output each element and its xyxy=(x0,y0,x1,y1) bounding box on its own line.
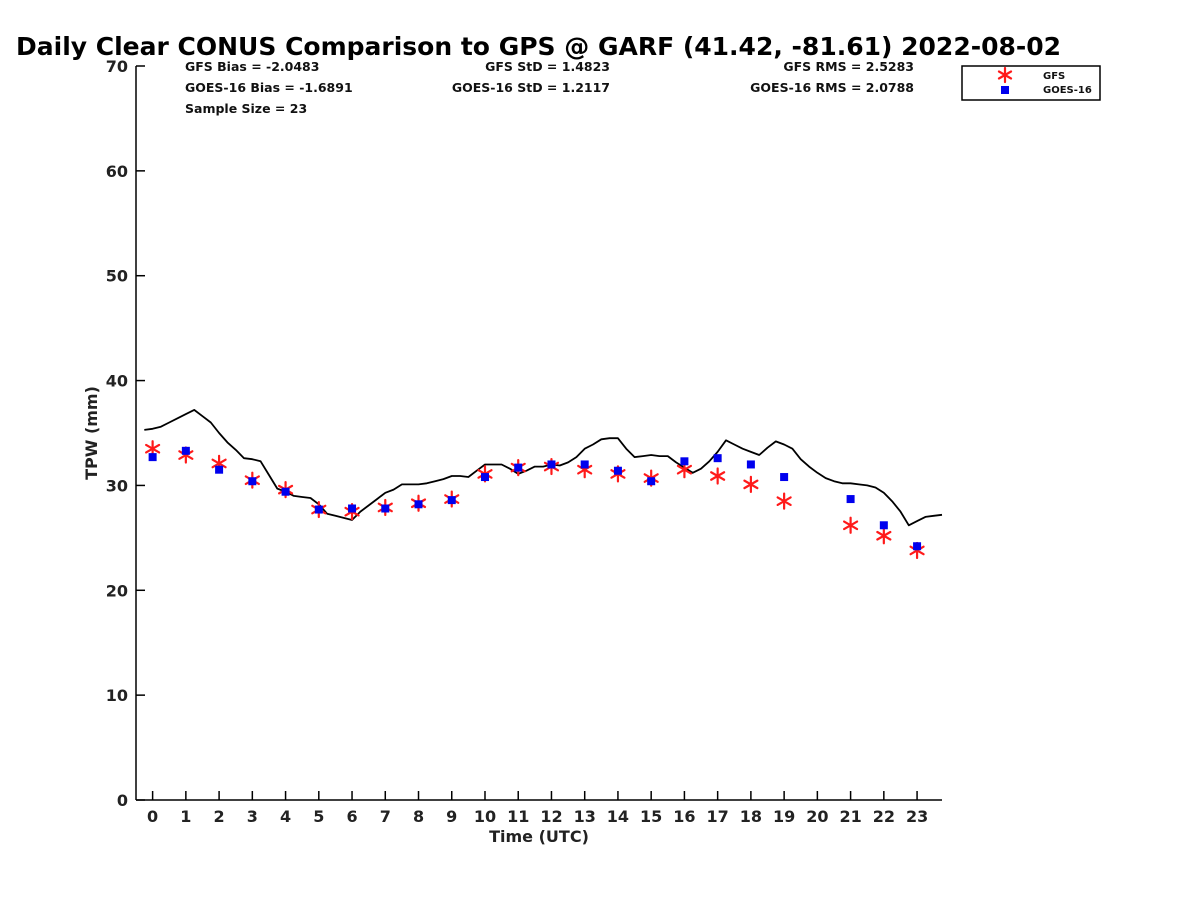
x-ticks: 0 1 2 3 4 5 6 7 8 9 10 11 12 13 14 15 16 17 18 19 20 21 22 23 xyxy=(147,791,928,826)
goes16-point xyxy=(514,463,523,472)
series-layer xyxy=(144,408,943,560)
legend-box xyxy=(961,65,1101,101)
x-tick-label: 3 xyxy=(247,807,258,826)
x-tick-label: 16 xyxy=(673,807,695,826)
goes16-point xyxy=(913,542,922,551)
x-tick-label: 14 xyxy=(607,807,629,826)
y-tick-label: 50 xyxy=(106,267,128,286)
x-tick-label: 20 xyxy=(806,807,828,826)
goes16-point xyxy=(348,504,357,513)
gps-series-line xyxy=(144,408,943,527)
goes16-point xyxy=(281,487,290,496)
x-tick-label: 8 xyxy=(413,807,424,826)
x-tick-label: 15 xyxy=(640,807,662,826)
x-tick-label: 2 xyxy=(214,807,225,826)
goes16-point xyxy=(613,466,622,475)
x-tick-label: 9 xyxy=(446,807,457,826)
goes16-point xyxy=(879,521,888,530)
x-tick-label: 21 xyxy=(839,807,861,826)
x-tick-label: 4 xyxy=(280,807,291,826)
goes16-point xyxy=(381,504,390,513)
legend-gfs-asterisk xyxy=(997,66,1013,84)
stat-gfs-rms: GFS RMS = 2.5283 xyxy=(783,59,914,74)
stat-sample-size: Sample Size = 23 xyxy=(185,101,307,116)
legend-gfs-label: GFS xyxy=(1043,71,1065,82)
legend-goes-label: GOES-16 xyxy=(1043,85,1092,96)
goes16-point xyxy=(480,473,489,482)
stat-gfs-std: GFS StD = 1.4823 xyxy=(485,59,610,74)
goes16-point xyxy=(148,453,157,462)
y-tick-label: 40 xyxy=(106,372,128,391)
stat-gfs-bias: GFS Bias = -2.0483 xyxy=(185,59,319,74)
x-tick-label: 11 xyxy=(507,807,529,826)
gfs-point xyxy=(710,467,726,485)
goes16-point xyxy=(846,495,855,504)
y-axis-label: TPW (mm) xyxy=(82,386,101,480)
x-tick-label: 5 xyxy=(313,807,324,826)
x-tick-label: 6 xyxy=(346,807,357,826)
legend: GFS GOES-16 xyxy=(961,65,1101,101)
goes16-point xyxy=(248,477,257,486)
goes16-point xyxy=(780,473,789,482)
x-tick-label: 17 xyxy=(707,807,729,826)
goes16-point xyxy=(746,460,755,469)
y-tick-label: 30 xyxy=(106,476,128,495)
x-tick-label: 13 xyxy=(574,807,596,826)
stat-goes-bias: GOES-16 Bias = -1.6891 xyxy=(185,80,353,95)
y-tick-label: 60 xyxy=(106,162,128,181)
x-tick-label: 1 xyxy=(180,807,191,826)
goes16-point xyxy=(580,460,589,469)
gfs-point xyxy=(743,475,759,493)
goes16-point xyxy=(547,460,556,469)
x-axis-label: Time (UTC) xyxy=(489,827,589,846)
stat-goes-std: GOES-16 StD = 1.2117 xyxy=(452,80,610,95)
stat-goes-rms: GOES-16 RMS = 2.0788 xyxy=(750,80,914,95)
stats-block: GFS Bias = -2.0483 GOES-16 Bias = -1.689… xyxy=(185,59,914,116)
gfs-point xyxy=(843,516,859,534)
x-tick-label: 23 xyxy=(906,807,928,826)
y-ticks: 0 10 20 30 40 50 60 70 xyxy=(106,57,145,810)
goes16-point xyxy=(447,496,456,505)
x-tick-label: 7 xyxy=(380,807,391,826)
legend-goes-marker xyxy=(1001,86,1009,94)
goes16-point xyxy=(181,446,190,455)
chart-title: Daily Clear CONUS Comparison to GPS @ GA… xyxy=(16,32,1061,61)
gfs-point xyxy=(876,527,892,545)
goes16-point xyxy=(314,505,323,514)
x-tick-label: 18 xyxy=(740,807,762,826)
x-tick-label: 19 xyxy=(773,807,795,826)
legend-gfs-marker xyxy=(997,66,1013,84)
goes16-point xyxy=(215,465,224,474)
y-tick-label: 0 xyxy=(117,791,128,810)
y-tick-label: 20 xyxy=(106,581,128,600)
goes16-point xyxy=(414,500,423,509)
x-tick-label: 22 xyxy=(873,807,895,826)
x-tick-label: 0 xyxy=(147,807,158,826)
goes16-point xyxy=(713,454,722,463)
x-tick-label: 10 xyxy=(474,807,496,826)
goes16-point xyxy=(647,477,656,486)
y-tick-label: 10 xyxy=(106,686,128,705)
gfs-point xyxy=(776,492,792,510)
goes16-point xyxy=(680,457,689,466)
x-tick-label: 12 xyxy=(540,807,562,826)
y-tick-label: 70 xyxy=(106,57,128,76)
plot-area xyxy=(135,66,942,801)
